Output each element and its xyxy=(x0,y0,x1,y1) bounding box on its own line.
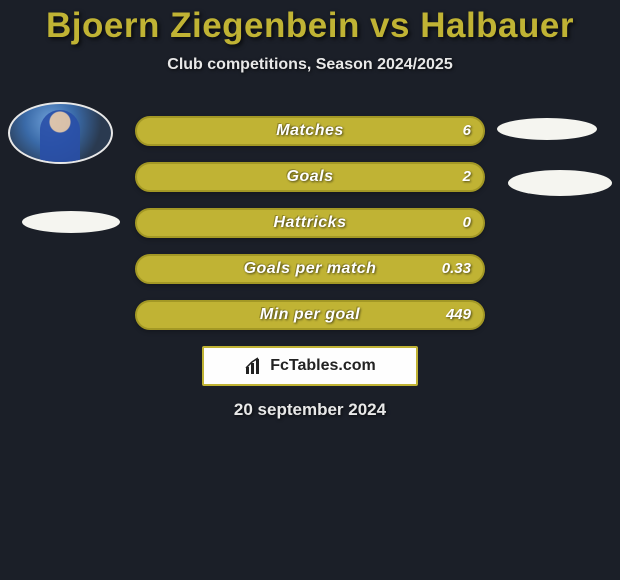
stat-value: 2 xyxy=(463,164,471,190)
stat-label: Min per goal xyxy=(137,302,483,328)
player-avatar-left xyxy=(8,102,113,164)
stat-row: Min per goal 449 xyxy=(135,300,485,330)
placeholder-ellipse xyxy=(497,118,597,140)
page-title: Bjoern Ziegenbein vs Halbauer xyxy=(0,6,620,46)
date-text: 20 september 2024 xyxy=(0,400,620,420)
barchart-icon xyxy=(244,356,264,376)
stat-value: 0.33 xyxy=(442,256,471,282)
stat-value: 0 xyxy=(463,210,471,236)
content-area: Matches 6 Goals 2 Hattricks 0 Goals per … xyxy=(0,92,620,420)
stat-value: 449 xyxy=(446,302,471,328)
stat-label: Matches xyxy=(137,118,483,144)
stat-label: Goals xyxy=(137,164,483,190)
stat-label: Hattricks xyxy=(137,210,483,236)
subtitle: Club competitions, Season 2024/2025 xyxy=(0,56,620,74)
placeholder-ellipse xyxy=(22,211,120,233)
brand-badge: FcTables.com xyxy=(202,346,418,386)
stat-row: Goals per match 0.33 xyxy=(135,254,485,284)
stat-row: Hattricks 0 xyxy=(135,208,485,238)
stats-card: Bjoern Ziegenbein vs Halbauer Club compe… xyxy=(0,0,620,420)
stats-rows: Matches 6 Goals 2 Hattricks 0 Goals per … xyxy=(135,92,485,330)
placeholder-ellipse xyxy=(508,170,612,196)
stat-value: 6 xyxy=(463,118,471,144)
stat-row: Goals 2 xyxy=(135,162,485,192)
brand-label: FcTables.com xyxy=(270,357,376,375)
stat-row: Matches 6 xyxy=(135,116,485,146)
stat-label: Goals per match xyxy=(137,256,483,282)
